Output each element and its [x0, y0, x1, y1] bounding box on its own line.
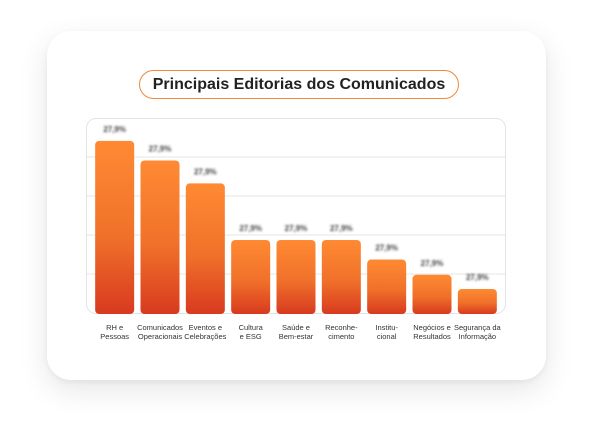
bar: [140, 160, 180, 314]
x-tick-label: Reconhe- cimento: [325, 323, 358, 341]
x-tick-label: Negócios e Resultados: [413, 323, 451, 341]
data-label: 27,9%: [421, 259, 444, 268]
x-tick-label: Saúde e Bem-estar: [278, 323, 314, 341]
data-labels: 27,9% 27,9% 27,9% 27,9% 27,9% 27,9% 27,9% 27,9%…: [103, 125, 488, 282]
data-label: 27,9%: [194, 167, 217, 176]
bar: [185, 183, 225, 314]
bar: [367, 259, 407, 314]
data-label: 27,9%: [149, 144, 172, 153]
data-label: 27,9%: [285, 224, 308, 233]
bar: [457, 288, 497, 314]
bar: [276, 239, 316, 314]
bar: [231, 239, 271, 314]
x-tick-label: Segurança da Informação: [453, 323, 501, 341]
x-tick-label: Cultura e ESG: [238, 323, 263, 341]
x-tick-label: RH e Pessoas: [100, 323, 130, 341]
x-tick-label: Institu- cional: [375, 323, 398, 341]
bar: [321, 239, 361, 314]
x-tick-label: Eventos e Celebrações: [184, 323, 227, 341]
bar: [412, 274, 452, 314]
x-tick-label: Comunicados Operacionais: [137, 323, 183, 341]
bar: [95, 140, 135, 314]
data-label: 27,9%: [103, 125, 126, 134]
data-label: 27,9%: [466, 273, 489, 282]
bars: [95, 140, 497, 314]
data-label: 27,9%: [239, 224, 262, 233]
chart-title-pill: Principais Editorias dos Comunicados: [139, 70, 459, 99]
chart-title: Principais Editorias dos Comunicados: [152, 75, 446, 93]
data-label: 27,9%: [375, 244, 398, 253]
data-label: 27,9%: [330, 224, 353, 233]
